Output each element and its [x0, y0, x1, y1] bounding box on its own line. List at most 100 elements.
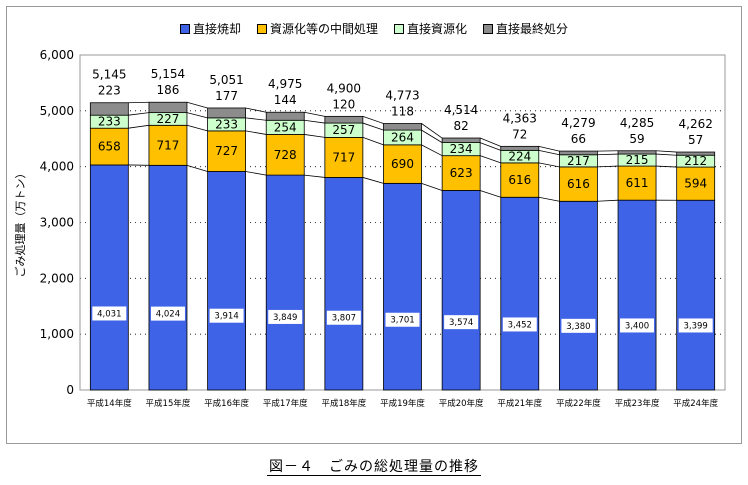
connector-line: [245, 171, 267, 176]
bar-segment: [89, 164, 129, 391]
data-label: 3,701: [390, 316, 414, 326]
bar-segment: [148, 124, 188, 166]
bar-segment: [324, 115, 364, 124]
connector-line: [479, 137, 501, 147]
connector-line: [538, 162, 560, 168]
bar-segment: [559, 200, 598, 391]
total-label: 4,279: [561, 116, 595, 130]
legend-swatch-recycling: [394, 23, 404, 34]
data-label: 3,452: [508, 320, 532, 330]
total-label: 4,363: [503, 111, 537, 125]
connector-line: [656, 165, 677, 168]
legend-swatch-landfill: [483, 23, 494, 34]
data-label: 212: [684, 154, 707, 168]
legend-label-recycling: 直接資源化: [407, 22, 468, 36]
y-tick-label: 3,000: [40, 216, 74, 230]
legend-item-recycling: 直接資源化: [394, 20, 467, 37]
data-label-bg: [326, 310, 361, 325]
data-label: 224: [508, 150, 531, 164]
data-label: 227: [157, 112, 180, 126]
bar-segment: [265, 134, 305, 176]
bar-segment: [617, 150, 657, 155]
bar-segment: [383, 182, 422, 391]
total-label: 5,145: [92, 68, 126, 82]
total-label: 4,285: [620, 116, 654, 130]
data-label: 72: [512, 127, 527, 141]
x-tick-label: 平成14年度: [87, 398, 132, 409]
data-label-bg: [92, 306, 127, 321]
figure-caption-text: 図－４ ごみの総処理量の推移: [267, 459, 481, 476]
connector-line: [186, 124, 208, 132]
legend-swatch-incineration: [179, 23, 190, 34]
connector-line: [421, 144, 443, 157]
data-label: 616: [508, 173, 531, 187]
axes: 0 1,000 2,000 3,000 4,000 5,000 6,000 平成14年度 平成1…: [40, 48, 726, 409]
legend-item-intermediate: 資源化等の中間処理: [256, 20, 378, 37]
x-tick-label: 平成15年度: [146, 398, 191, 409]
x-tick-label: 平成16年度: [204, 398, 249, 409]
x-tick-label: 平成21年度: [497, 398, 542, 409]
data-label-bg: [678, 318, 713, 333]
data-label-bg: [268, 309, 303, 324]
connector-line: [538, 196, 560, 202]
data-label: 57: [688, 133, 703, 147]
bar-segment: [148, 164, 188, 391]
data-label: 3,574: [449, 318, 473, 328]
connector-line: [480, 190, 501, 198]
bar-segment: [441, 190, 481, 391]
total-label: 5,051: [209, 73, 243, 87]
y-tick-label: 4,000: [40, 160, 74, 174]
data-label: 234: [450, 142, 473, 156]
connector-line: [362, 122, 384, 131]
data-label: 120: [332, 97, 355, 111]
connector-line: [128, 101, 149, 104]
connector-line: [656, 150, 677, 153]
bar-segment: [676, 151, 716, 156]
bar-segment: [676, 199, 716, 391]
connector-line: [421, 123, 443, 139]
total-label: 4,262: [679, 117, 713, 131]
data-label: 215: [626, 153, 649, 167]
bar-segment: [265, 174, 305, 391]
connector-line: [421, 182, 443, 191]
data-label: 727: [215, 144, 238, 158]
data-label: 658: [98, 140, 121, 154]
data-label: 233: [98, 115, 121, 129]
data-label: 3,807: [332, 314, 356, 324]
y-tick-label: 1,000: [40, 327, 74, 341]
legend-item-landfill: 直接最終処分: [483, 20, 568, 37]
connector-line: [245, 130, 267, 135]
data-label: 623: [450, 166, 473, 180]
chart-legend: 直接焼却 資源化等の中間処理 直接資源化 直接最終処分: [0, 20, 748, 37]
data-label: 611: [626, 176, 649, 190]
connector-line: [479, 142, 501, 151]
data-label: 3,400: [625, 321, 649, 331]
data-label: 59: [629, 132, 644, 146]
data-label: 177: [215, 89, 238, 103]
data-label: 186: [157, 83, 180, 97]
bar-segment: [617, 165, 657, 201]
bar-segment: [207, 171, 246, 391]
connector-line: [128, 112, 150, 116]
data-label-bg: [385, 312, 420, 327]
bar-segment: [89, 127, 129, 166]
bar-segment: [676, 166, 716, 201]
x-tick-label: 平成22年度: [556, 398, 601, 409]
data-label: 717: [332, 150, 355, 164]
bars: [89, 101, 716, 391]
bar-segment: [324, 137, 364, 178]
x-tick-label: 平成19年度: [380, 398, 425, 409]
data-label-bg: [444, 315, 479, 330]
connector-line: [362, 115, 384, 124]
connector-line: [186, 164, 208, 172]
connector-line: [597, 153, 619, 156]
x-tick-label: 平成23年度: [615, 398, 660, 409]
total-label: 4,900: [327, 81, 361, 95]
data-label: 4,031: [97, 309, 121, 319]
total-label: 4,975: [268, 77, 302, 91]
data-label: 66: [571, 132, 586, 146]
x-tick-label: 平成18年度: [321, 398, 366, 409]
data-label-bg: [150, 306, 185, 321]
connector-line: [245, 117, 267, 121]
x-tick-label: 平成17年度: [263, 398, 308, 409]
